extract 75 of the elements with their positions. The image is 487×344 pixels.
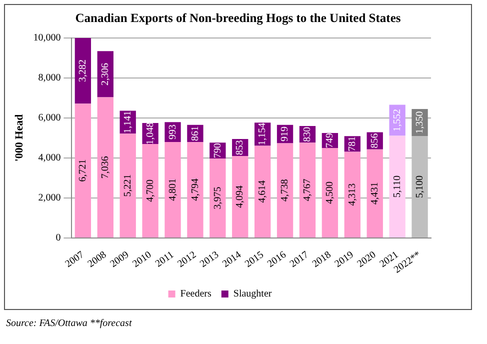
y-tick-label: 6,000 (38, 112, 61, 124)
x-tick-label: 2012 (176, 249, 198, 270)
data-label: 4,614 (257, 180, 268, 203)
data-label: 790 (212, 143, 224, 158)
data-label: 6,721 (78, 159, 89, 182)
x-tick-label: 2007 (63, 249, 86, 270)
x-tick-label: 2019 (332, 249, 356, 270)
bar (389, 136, 406, 238)
x-tick-label: 2008 (86, 249, 109, 270)
bar (344, 152, 360, 238)
x-tick-label: 2016 (266, 249, 288, 270)
data-label: 830 (302, 126, 314, 142)
data-label: 4,313 (347, 183, 358, 206)
legend-label: Feeders (180, 288, 212, 300)
data-label: 7,036 (100, 156, 112, 179)
x-tick-label: 2015 (243, 249, 266, 270)
bar (74, 38, 92, 104)
data-label: 4,500 (324, 181, 336, 204)
bar (97, 97, 114, 238)
bar (299, 142, 316, 238)
data-label: 1,154 (257, 122, 268, 146)
data-label: 4,767 (302, 178, 314, 202)
data-label: 856 (369, 133, 380, 148)
chart-title: Canadian Exports of Non-breeding Hogs to the United States (74, 11, 402, 26)
bar (366, 149, 383, 238)
y-tick-label: 4,000 (38, 152, 61, 164)
data-label: 1,048 (144, 122, 156, 145)
data-label: 5,110 (392, 176, 403, 198)
data-label: 919 (280, 126, 291, 142)
bar (322, 148, 338, 238)
data-label: 5,100 (414, 175, 426, 198)
bar (232, 156, 248, 238)
y-tick-label: 8,000 (38, 72, 61, 84)
x-tick-label: 2014 (220, 249, 244, 270)
source-note: Source: FAS/Ottawa **forecast (6, 318, 132, 329)
bar (389, 104, 406, 136)
y-tick-label: 2,000 (38, 192, 61, 204)
bar (187, 142, 204, 238)
x-tick-label: 2011 (154, 249, 176, 270)
data-label: 3,975 (212, 186, 224, 210)
x-tick-label: 2010 (130, 249, 154, 270)
data-label: 4,700 (144, 179, 156, 202)
data-label: 4,738 (280, 179, 291, 202)
data-label: 4,794 (190, 178, 201, 202)
data-label: 781 (347, 136, 358, 152)
legend-label: Slaughter (233, 288, 272, 300)
x-tick-label: 2018 (310, 249, 334, 270)
bar (142, 144, 158, 238)
data-label: 2,306 (100, 62, 112, 86)
bar (120, 134, 136, 238)
x-tick-label: 2009 (108, 249, 132, 270)
data-label: 1,141 (122, 110, 134, 134)
bar (210, 158, 226, 238)
bar (412, 136, 428, 238)
data-label: 749 (324, 132, 336, 148)
data-label: 5,221 (122, 174, 134, 197)
data-label: 4,094 (234, 186, 246, 208)
y-tick-label: 0 (56, 232, 61, 244)
data-label: 1,350 (414, 111, 426, 134)
data-label: 4,801 (167, 178, 178, 201)
x-tick-label: 2020 (355, 249, 378, 270)
y-axis-title: '000 Head (13, 114, 26, 162)
data-label: 1,552 (392, 109, 403, 132)
data-label: 861 (190, 126, 201, 141)
y-tick-label: 10,000 (33, 32, 61, 44)
bar (254, 146, 271, 238)
x-tick-label: 2017 (288, 249, 311, 270)
bar (276, 143, 294, 238)
data-label: 4,431 (369, 182, 380, 205)
bar (164, 142, 181, 238)
data-label: 3,282 (78, 60, 89, 82)
x-tick-label: 2013 (198, 249, 221, 270)
data-label: 853 (234, 140, 246, 156)
data-label: 993 (167, 124, 178, 140)
bar (74, 104, 92, 238)
